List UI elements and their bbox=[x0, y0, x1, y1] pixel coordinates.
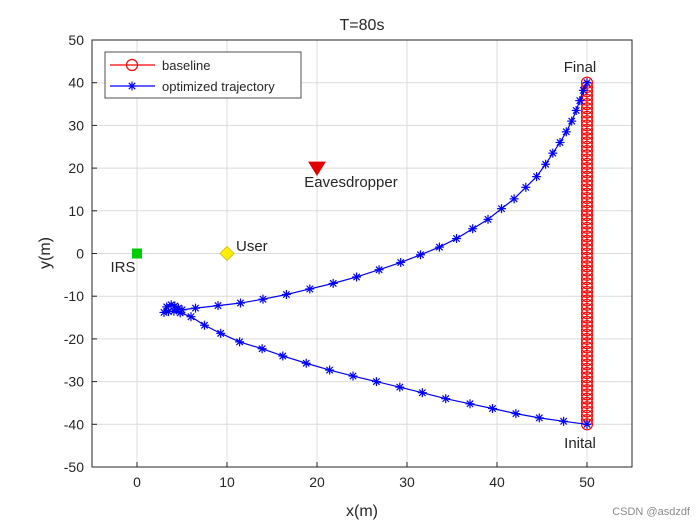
watermark: CSDN @asdzdf bbox=[612, 506, 690, 518]
irs-label: IRS bbox=[110, 259, 135, 276]
trajectory-chart: 0 10 20 30 40 50 -50 -40 -30 -20 -10 0 10 20 30 40 50 T=… bbox=[0, 0, 700, 526]
optimized-point bbox=[216, 329, 225, 338]
optimized-point bbox=[236, 299, 245, 308]
y-tick-label: 50 bbox=[68, 32, 84, 48]
x-tick-label: 20 bbox=[309, 474, 325, 490]
optimized-point bbox=[532, 172, 541, 181]
legend-optimized-label: optimized trajectory bbox=[162, 79, 275, 94]
axis-ticks: 0 10 20 30 40 50 -50 -40 -30 -20 -10 0 10 20 30 40 50 bbox=[64, 32, 595, 490]
y-tick-label: 0 bbox=[76, 246, 84, 262]
optimized-point bbox=[200, 321, 209, 330]
legend-optimized-marker bbox=[128, 82, 137, 91]
x-tick-label: 30 bbox=[399, 474, 415, 490]
optimized-point bbox=[497, 204, 506, 213]
optimized-point bbox=[375, 265, 384, 274]
grid bbox=[92, 40, 632, 467]
y-tick-label: 20 bbox=[68, 160, 84, 176]
optimized-point bbox=[191, 304, 200, 313]
eavesdropper-label: Eavesdropper bbox=[304, 174, 397, 191]
optimized-point bbox=[178, 305, 187, 314]
irs-marker bbox=[133, 249, 142, 258]
optimized-point bbox=[187, 312, 196, 321]
y-tick-label: -10 bbox=[64, 288, 84, 304]
optimized-point bbox=[575, 96, 584, 105]
x-tick-label: 0 bbox=[133, 474, 141, 490]
user-label: User bbox=[236, 238, 268, 255]
optimized-point bbox=[572, 106, 581, 115]
y-tick-label: -40 bbox=[64, 416, 84, 432]
chart-title: T=80s bbox=[340, 17, 385, 34]
y-tick-label: 10 bbox=[68, 203, 84, 219]
optimized-point bbox=[325, 366, 334, 375]
optimized-point bbox=[396, 258, 405, 267]
y-tick-label: -50 bbox=[64, 459, 84, 475]
optimized-point bbox=[488, 404, 497, 413]
x-tick-label: 10 bbox=[219, 474, 235, 490]
x-axis-label: x(m) bbox=[346, 503, 378, 520]
optimized-point bbox=[468, 224, 477, 233]
final-annotation: Final bbox=[564, 59, 597, 76]
optimized-point bbox=[349, 372, 358, 381]
initial-annotation: Inital bbox=[564, 435, 596, 452]
optimized-point bbox=[562, 127, 571, 136]
optimized-point bbox=[278, 351, 287, 360]
optimized-point bbox=[259, 295, 268, 304]
optimized-point bbox=[435, 243, 444, 252]
optimized-point bbox=[567, 117, 576, 126]
legend: baseline optimized trajectory bbox=[105, 52, 301, 98]
optimized-point bbox=[579, 86, 588, 95]
optimized-point bbox=[372, 377, 381, 386]
y-tick-label: -20 bbox=[64, 331, 84, 347]
optimized-point bbox=[535, 413, 544, 422]
x-tick-label: 50 bbox=[579, 474, 595, 490]
optimized-point bbox=[395, 383, 404, 392]
optimized-point bbox=[282, 290, 291, 299]
x-tick-label: 40 bbox=[489, 474, 505, 490]
y-tick-label: 30 bbox=[68, 117, 84, 133]
optimized-point bbox=[305, 284, 314, 293]
optimized-point bbox=[583, 78, 592, 87]
optimized-point bbox=[484, 215, 493, 224]
optimized-point bbox=[214, 301, 223, 310]
optimized-point bbox=[521, 183, 530, 192]
optimized-point bbox=[466, 399, 475, 408]
y-tick-label: -30 bbox=[64, 374, 84, 390]
optimized-point bbox=[258, 344, 267, 353]
y-tick-label: 40 bbox=[68, 75, 84, 91]
legend-baseline-label: baseline bbox=[162, 58, 210, 73]
optimized-point bbox=[352, 272, 361, 281]
optimized-point bbox=[541, 160, 550, 169]
optimized-point bbox=[559, 417, 568, 426]
optimized-point bbox=[583, 420, 592, 429]
optimized-point bbox=[329, 279, 338, 288]
optimized-point bbox=[416, 250, 425, 259]
optimized-point bbox=[235, 337, 244, 346]
optimized-point bbox=[548, 149, 557, 158]
optimized-point bbox=[302, 359, 311, 368]
y-axis-label: y(m) bbox=[37, 237, 54, 269]
optimized-point bbox=[441, 394, 450, 403]
optimized-point bbox=[556, 138, 565, 147]
optimized-point bbox=[452, 234, 461, 243]
optimized-point bbox=[418, 388, 427, 397]
optimized-point bbox=[511, 409, 520, 418]
user-marker bbox=[220, 247, 234, 261]
optimized-point bbox=[510, 194, 519, 203]
